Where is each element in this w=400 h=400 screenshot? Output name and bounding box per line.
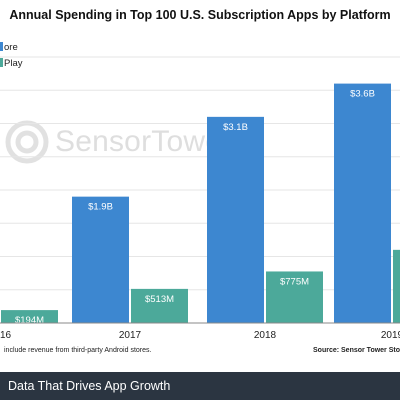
footer-tagline: Data That Drives App Growth [8,379,171,393]
bar-google-play-2018 [266,271,323,323]
footer-bar: Data That Drives App Growth [0,372,400,400]
chart-title: Annual Spending in Top 100 U.S. Subscrip… [9,8,391,22]
bar-app-store-2017 [72,196,129,323]
bar-google-play-2017 [131,288,188,323]
data-label-app-store-2018: $3.1B [223,122,248,133]
bar-google-play-2019 [393,249,400,323]
x-tick-label-2018: 2018 [254,330,277,341]
bar-app-store-2018 [207,116,264,323]
data-label-app-store-2017: $1.9B [88,202,113,213]
legend-entry-app-store: ore [4,42,18,53]
legend-entry-google-play: Play [4,58,23,69]
legend-swatch-google-play [0,58,3,67]
bar-chart: $1.9B $3.1B $3.6B $194M $513M $775M 2016 2017 20… [0,42,400,341]
x-tick-label-2017: 2017 [119,330,142,341]
sensor-tower-watermark: SensorTower [5,120,232,164]
legend-swatch-app-store [0,42,3,51]
source-note: Source: Sensor Tower Sto [313,347,400,354]
bar-google-play-2016 [1,310,58,323]
data-label-google-play-2017: $513M [145,294,174,305]
data-label-google-play-2016: $194M [15,315,44,326]
data-label-app-store-2019: $3.6B [350,89,375,100]
watermark-text: SensorTower [55,125,233,158]
data-label-google-play-2018: $775M [280,276,309,287]
x-tick-label-2019: 2019 [381,330,400,341]
bar-app-store-2019 [334,83,391,323]
footnote: include revenue from third-party Android… [4,347,152,354]
x-tick-label-2016: 2016 [0,330,12,341]
